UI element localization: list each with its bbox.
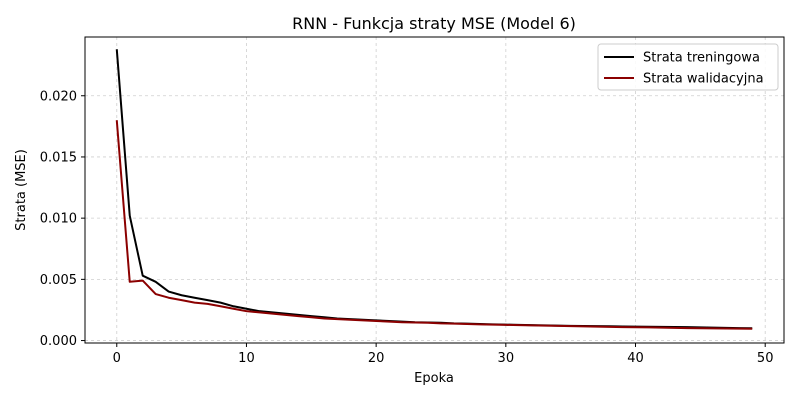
x-axis-title: Epoka [414, 371, 454, 386]
y-tick-label: 0.005 [40, 273, 77, 288]
y-tick-label: 0.000 [40, 334, 77, 349]
x-axis: 0 10 20 30 40 50 [113, 343, 774, 366]
x-tick-label: 40 [627, 351, 644, 366]
x-tick-label: 0 [113, 351, 121, 366]
y-tick-label: 0.020 [40, 89, 77, 104]
series-line-1 [115, 49, 753, 330]
y-axis-title: Strata (MSE) [14, 149, 29, 231]
chart-title: RNN - Funkcja straty MSE (Model 6) [292, 14, 576, 33]
y-axis: 0.000 0.005 0.010 0.015 0.020 [40, 89, 85, 349]
series-lines [115, 49, 753, 330]
y-tick-label: 0.015 [40, 150, 77, 165]
x-tick-label: 10 [238, 351, 255, 366]
legend: Strata treningowa Strata walidacyjna [597, 43, 779, 91]
x-tick-label: 30 [498, 351, 515, 366]
plot-frame [84, 36, 785, 344]
x-tick-label: 50 [757, 351, 774, 366]
y-tick-label: 0.010 [40, 212, 77, 227]
series-line-2 [115, 120, 753, 330]
legend-label: Strata walidacyjna [643, 72, 764, 87]
legend-box [597, 43, 779, 91]
legend-label: Strata treningowa [643, 51, 760, 66]
x-tick-label: 20 [368, 351, 385, 366]
